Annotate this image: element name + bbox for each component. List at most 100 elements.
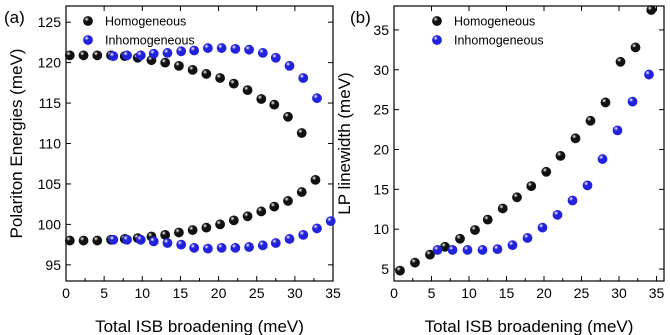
y-tick-label: 120 [38,55,62,71]
data-point [585,115,596,126]
series-inhomogeneous [432,69,654,255]
data-point [477,245,488,255]
data-point [526,181,537,192]
data-point [174,227,184,238]
data-point [92,50,103,61]
y-tick-label: 125 [38,14,62,30]
data-point [174,60,184,71]
data-point [228,78,239,89]
data-point [242,211,253,222]
data-point [296,187,307,197]
data-point [325,216,336,227]
y-tick-label: 100 [38,216,62,232]
data-point [597,154,608,164]
data-point [630,42,641,53]
x-tick-label: 20 [211,285,227,301]
data-point [162,238,173,248]
data-point [256,206,267,217]
data-point [269,201,280,212]
data-point [257,48,268,58]
y-tick-label: 25 [373,102,389,118]
data-point [497,203,508,214]
data-point [644,69,654,80]
data-point [296,128,307,138]
data-point [507,240,518,251]
data-point [410,257,420,268]
data-point [492,244,503,255]
data-point [230,43,241,54]
data-point [284,234,295,244]
panel-label: (b) [350,8,371,27]
data-point [541,166,552,177]
legend-marker [432,35,442,45]
data-point [215,73,225,83]
data-point [283,196,293,206]
x-tick-label: 20 [536,285,552,301]
data-point [462,245,473,255]
data-point [512,192,522,203]
x-tick-label: 15 [173,285,189,301]
y-tick-label: 35 [373,22,389,38]
data-point [189,45,200,56]
y-tick-label: 30 [373,62,389,78]
data-point [537,222,548,233]
plot-frame [393,5,665,282]
data-point [284,60,295,71]
legend-label: Homogeneous [454,15,535,29]
data-point [122,50,132,61]
x-tick-label: 30 [611,285,627,301]
data-point [64,50,75,61]
data-point [283,111,293,122]
data-point [201,222,212,233]
y-tick-label: 115 [39,95,62,111]
data-point [92,235,103,246]
data-point [122,234,132,245]
x-tick-label: 35 [649,285,665,301]
data-point [78,235,89,246]
data-point [555,150,566,161]
legend-label: Homogeneous [105,15,186,29]
data-point [552,209,563,220]
data-point [482,214,493,225]
x-tick-label: 0 [390,285,398,301]
data-point [582,180,593,191]
x-tick-label: 10 [134,285,150,301]
y-tick-label: 20 [373,141,389,157]
x-tick-label: 35 [325,285,341,301]
x-tick-label: 25 [574,285,590,301]
data-point [522,233,533,243]
data-point [187,225,198,235]
y-tick-label: 110 [39,136,62,152]
x-tick-label: 5 [100,285,108,301]
data-point [201,69,212,79]
data-point [447,245,458,255]
data-point [108,51,119,62]
data-point [135,234,146,245]
data-point [187,64,198,75]
data-point [269,99,280,110]
data-point [176,239,187,250]
data-point [310,174,321,185]
y-tick-label: 15 [373,181,389,197]
data-point [230,242,241,253]
data-point [257,240,268,251]
series-inhomogeneous [108,43,336,254]
data-point [646,5,657,15]
data-point [312,93,322,104]
x-tick-label: 0 [62,285,70,301]
data-point [148,48,159,59]
data-point [78,50,89,61]
data-point [425,249,435,260]
x-axis-label: Total ISB broadening (meV) [425,317,634,335]
data-point [216,242,227,253]
x-tick-label: 30 [287,285,303,301]
legend-label: Inhomogeneous [105,34,195,48]
x-tick-label: 5 [428,285,436,301]
data-point [298,73,309,83]
data-point [612,125,623,136]
panel-a: 0 5 10 15 20 25 30 35 95 100 105 110 115 120 125 Total … [4,5,341,335]
data-point [627,96,638,107]
data-point [135,50,146,61]
